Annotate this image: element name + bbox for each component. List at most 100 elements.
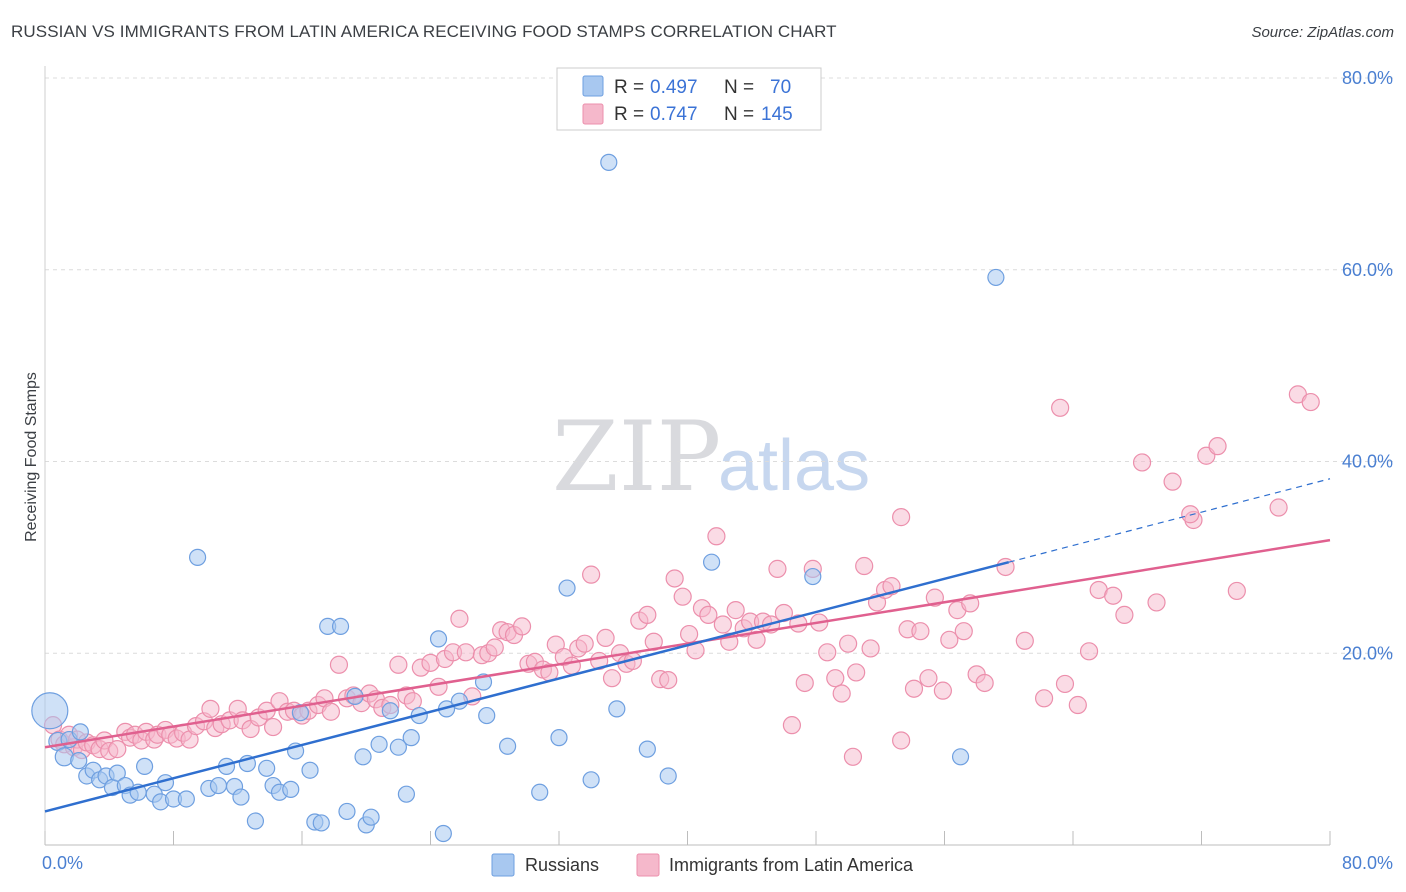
chart-title: RUSSIAN VS IMMIGRANTS FROM LATIN AMERICA… [11,22,837,41]
source-label: Source: ZipAtlas.com [1251,24,1394,41]
russian-point [31,692,69,730]
russian-point [246,812,265,830]
russian-point [354,748,372,766]
russian-point [429,630,448,648]
latam-point [699,605,718,625]
russian-point [301,761,319,779]
latam-point [1104,586,1123,605]
latam-point [1068,695,1087,715]
russian-point [108,764,126,782]
bottom-legend-label-latam: Immigrants from Latin America [669,855,914,875]
russian-point [499,737,517,755]
latam-point [795,673,814,693]
latam-point [673,587,692,606]
legend-r-value-1: 0.497 [650,77,698,98]
latam-point [321,702,341,721]
bottom-legend-label-russians: Russians [525,855,599,875]
russian-point [232,788,250,806]
russian-point [608,700,626,718]
latam-point [919,669,938,688]
latam-point [847,663,866,682]
latam-point [940,630,959,649]
y-axis-label: Receiving Food Stamps [23,372,40,542]
russian-point [397,785,416,803]
x-tick-label: 0.0% [42,853,83,873]
russian-point [389,738,407,756]
latam-point [403,692,422,711]
latam-point [892,508,911,527]
grid [45,77,1395,654]
legend-n-value-1: 70 [770,77,791,98]
latam-point [665,569,684,588]
legend-swatch-russians [582,75,604,97]
axes [44,66,1331,846]
russian-point [370,735,388,753]
latam-point [818,643,837,662]
latam-point [1163,472,1182,491]
russian-point [558,579,576,597]
latam-point [389,655,408,674]
latam-point [659,670,678,690]
latam-point [329,655,349,674]
russian-point [402,729,420,747]
latam-point [1115,605,1134,625]
latam-point [512,617,532,636]
legend-n-label-2: N = [724,104,754,125]
latam-point [707,527,726,546]
latam-point [832,684,851,703]
latam-point [108,740,127,759]
watermark-atlas: atlas [718,426,870,506]
latam-point [485,638,504,657]
latam-point [1034,689,1054,708]
y-tick-label: 80.0% [1342,68,1393,88]
russian-point [659,767,677,785]
bottom-legend-swatch-latam [636,853,660,877]
legend-r-label-2: R = [614,104,644,125]
russian-point [702,553,721,571]
russian-point [531,783,549,801]
russian-point [177,790,195,808]
latam-point [861,639,880,658]
legend-r-value-2: 0.747 [650,104,698,125]
series-legend: Russians Immigrants from Latin America [491,853,914,877]
russian-point [600,153,618,171]
trend-lines [44,478,1331,813]
russian-point [804,567,822,586]
russian-point [188,548,207,566]
latam-point [201,699,220,718]
russian-point [582,771,600,789]
latam-point [1208,437,1227,456]
latam-point [768,559,787,578]
latam-point [582,565,601,584]
russian-point [638,740,656,758]
latam-point [1301,392,1320,412]
russian-point [209,776,228,795]
russian-point [550,729,568,747]
russian-point [135,757,154,775]
latam-point [839,634,858,653]
latam-point [1181,505,1200,524]
russian-trend-line [44,560,1010,813]
y-tick-label: 60.0% [1342,260,1393,280]
latam-point [996,557,1015,577]
legend-r-label-1: R = [614,77,644,98]
y-axis-label-group: Receiving Food Stamps [23,372,40,542]
russian-point [434,824,452,843]
russian-point [362,808,380,826]
russian-point [478,706,496,725]
legend-n-label-1: N = [724,77,754,98]
latam-point [1051,398,1070,417]
latam-point [954,622,973,641]
latam-point [1132,453,1152,472]
latam-point [602,669,622,688]
latam-point [782,716,802,735]
russian-point [338,802,356,821]
x-tick-label: 80.0% [1342,853,1393,873]
latam-point [1147,593,1166,612]
russian-point [381,702,399,720]
latam-point [855,556,874,576]
latam-point [263,717,283,737]
russian-point [291,704,309,722]
latam-point [843,747,863,766]
latam-point [429,677,448,696]
